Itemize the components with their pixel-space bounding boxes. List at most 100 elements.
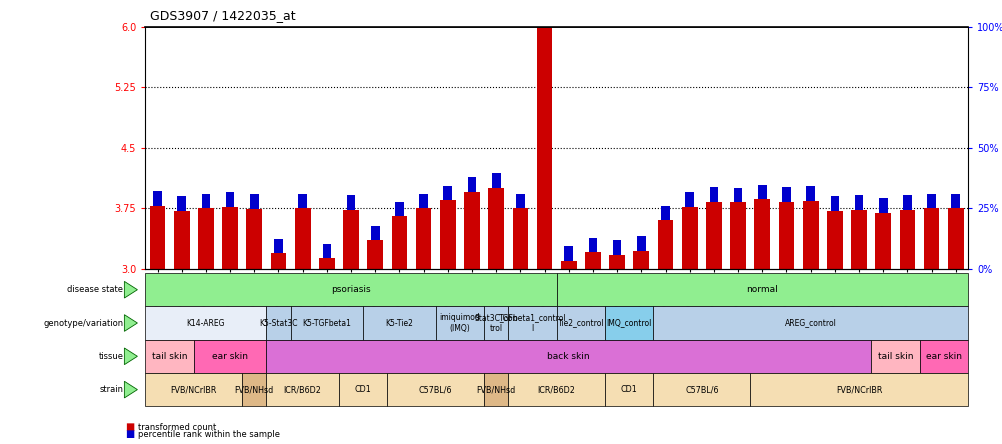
Bar [295, 208, 311, 269]
Bar [923, 208, 939, 269]
Text: Tie2_control: Tie2_control [557, 318, 603, 328]
Bar [754, 199, 770, 269]
Text: AREG_control: AREG_control [784, 318, 836, 328]
Text: ■: ■ [125, 429, 134, 439]
Bar [512, 208, 528, 269]
Bar [684, 192, 693, 206]
Text: psoriasis: psoriasis [331, 285, 371, 294]
Bar [149, 206, 165, 269]
Text: ear skin: ear skin [925, 352, 961, 361]
Bar [708, 187, 717, 202]
Bar [878, 198, 887, 213]
Bar [419, 194, 428, 208]
Text: percentile rank within the sample: percentile rank within the sample [138, 430, 281, 439]
Text: C57BL/6: C57BL/6 [419, 385, 452, 394]
Bar [851, 210, 866, 269]
Bar [197, 208, 213, 269]
Text: disease state: disease state [67, 285, 123, 294]
Text: imiquimod
(IMQ): imiquimod (IMQ) [439, 313, 480, 333]
Text: K5-Tie2: K5-Tie2 [385, 318, 413, 328]
Bar [830, 196, 839, 210]
Bar [902, 195, 911, 210]
Bar [249, 194, 259, 209]
Bar [343, 210, 359, 269]
Text: K5-TGFbeta1: K5-TGFbeta1 [303, 318, 351, 328]
Bar [371, 226, 379, 240]
Bar [347, 195, 355, 210]
Bar [540, 0, 548, 27]
Bar [806, 186, 815, 201]
Bar [536, 27, 552, 269]
Bar [443, 186, 452, 200]
Bar [608, 255, 624, 269]
Bar [491, 174, 500, 188]
Bar [636, 236, 645, 251]
Text: K14-AREG: K14-AREG [186, 318, 224, 328]
Bar [947, 208, 963, 269]
Bar [464, 192, 479, 269]
Bar [271, 253, 286, 269]
Bar [802, 201, 818, 269]
Bar [173, 210, 189, 269]
Bar [516, 194, 524, 208]
Text: IMQ_control: IMQ_control [606, 318, 651, 328]
Bar [416, 208, 431, 269]
Text: back skin: back skin [547, 352, 589, 361]
Text: FVB/NHsd: FVB/NHsd [476, 385, 515, 394]
Bar [467, 178, 476, 192]
Bar [778, 202, 794, 269]
Bar [177, 196, 185, 210]
Bar [657, 220, 672, 269]
Text: FVB/NCrIBR: FVB/NCrIBR [170, 385, 216, 394]
Bar [782, 187, 790, 202]
Text: TGFbeta1_control
l: TGFbeta1_control l [498, 313, 566, 333]
Text: Stat3C_con
trol: Stat3C_con trol [474, 313, 517, 333]
Text: GDS3907 / 1422035_at: GDS3907 / 1422035_at [150, 9, 296, 22]
Text: tail skin: tail skin [877, 352, 912, 361]
Bar [854, 195, 863, 210]
Bar [225, 192, 234, 206]
Bar [733, 188, 741, 202]
Text: FVB/NCrIBR: FVB/NCrIBR [835, 385, 882, 394]
Bar [827, 210, 842, 269]
Bar [488, 188, 504, 269]
Text: ICR/B6D2: ICR/B6D2 [284, 385, 322, 394]
Bar [246, 209, 262, 269]
Text: ear skin: ear skin [211, 352, 247, 361]
Bar [560, 261, 576, 269]
Bar [612, 240, 621, 255]
Bar [201, 194, 210, 208]
Text: CD1: CD1 [620, 385, 637, 394]
Bar [222, 206, 237, 269]
Bar [729, 202, 745, 269]
Bar [440, 200, 455, 269]
Bar [153, 191, 161, 206]
Bar [323, 244, 331, 258]
Bar [660, 206, 669, 220]
Bar [395, 202, 404, 216]
Text: C57BL/6: C57BL/6 [684, 385, 717, 394]
Text: tissue: tissue [98, 352, 123, 361]
Text: transformed count: transformed count [138, 423, 216, 432]
Bar [564, 246, 572, 261]
Bar [584, 253, 600, 269]
Text: K5-Stat3C: K5-Stat3C [259, 318, 298, 328]
Text: ■: ■ [125, 422, 134, 432]
Bar [705, 202, 721, 269]
Bar [681, 206, 696, 269]
Bar [951, 194, 959, 208]
Text: genotype/variation: genotype/variation [43, 318, 123, 328]
Bar [899, 210, 915, 269]
Bar [367, 240, 383, 269]
Text: CD1: CD1 [355, 385, 371, 394]
Text: strain: strain [99, 385, 123, 394]
Text: FVB/NHsd: FVB/NHsd [234, 385, 274, 394]
Bar [274, 239, 283, 253]
Bar [927, 194, 935, 208]
Bar [875, 213, 890, 269]
Bar [298, 194, 307, 208]
Bar [758, 185, 766, 199]
Bar [633, 251, 648, 269]
Bar [588, 238, 596, 253]
Bar [391, 216, 407, 269]
